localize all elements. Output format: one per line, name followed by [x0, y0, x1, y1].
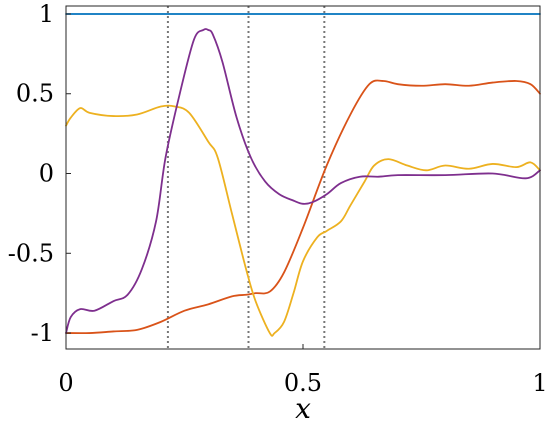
- x-tick-label-1: 0.5: [284, 369, 322, 397]
- y-ticks: 1 0.5 0 -0.5 -1: [8, 0, 71, 347]
- y-tick-label-0: 1: [39, 0, 54, 28]
- series-line-1: [65, 79, 541, 335]
- series-line-2: [65, 104, 541, 337]
- x-axis-label: x: [295, 392, 311, 425]
- vertical-markers: [166, 6, 326, 349]
- y-tick-label-3: -0.5: [8, 239, 54, 267]
- y-tick-label-1: 0.5: [16, 80, 54, 108]
- series-layer: [65, 13, 541, 337]
- plot-frame: [65, 5, 541, 350]
- x-ticks: 0 0.5 1: [58, 344, 546, 397]
- x-tick-label-0: 0: [58, 369, 73, 397]
- y-tick-label-2: 0: [39, 160, 54, 188]
- y-tick-label-4: -1: [31, 319, 54, 347]
- series-line-3: [65, 28, 541, 334]
- x-tick-label-2: 1: [532, 369, 546, 397]
